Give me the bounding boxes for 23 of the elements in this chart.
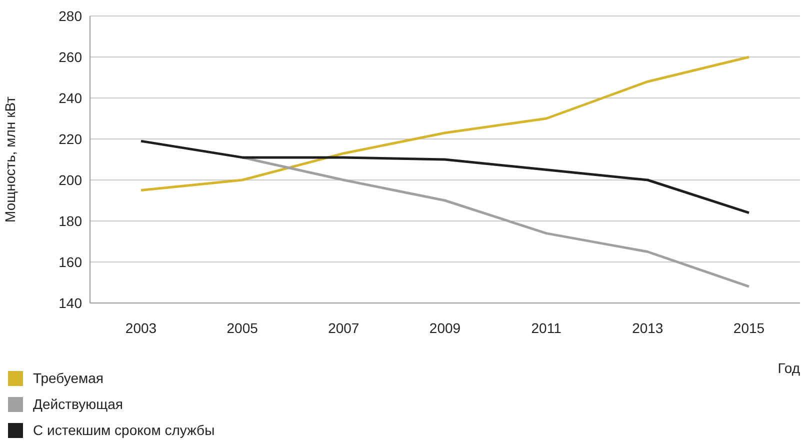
x-tick-label: 2003 xyxy=(125,320,157,336)
x-axis-title: Год xyxy=(778,360,800,376)
line-series xyxy=(241,156,750,288)
x-tick-label: 2005 xyxy=(226,320,258,336)
y-axis-title: Мощность, млн кВт xyxy=(2,96,18,222)
y-tick-label: 200 xyxy=(58,172,82,188)
x-tick-label: 2009 xyxy=(429,320,461,336)
y-tick-label: 140 xyxy=(58,294,82,311)
legend-label: С истекшим сроком службы xyxy=(33,422,215,438)
legend-label: Действующая xyxy=(33,396,124,412)
y-tick-label: 220 xyxy=(58,130,82,147)
y-tick-label: 260 xyxy=(58,48,82,65)
y-tick-label: 240 xyxy=(58,90,82,106)
y-tick-label: 160 xyxy=(58,254,82,270)
line-series xyxy=(140,56,750,192)
x-tick-label: 2007 xyxy=(328,320,360,336)
x-tick-label: 2011 xyxy=(531,320,562,336)
legend-label: Требуемая xyxy=(33,370,104,386)
x-tick-label: 2015 xyxy=(733,320,765,336)
line-series xyxy=(140,140,750,214)
y-tick-label: 180 xyxy=(58,212,82,229)
x-tick-label: 2013 xyxy=(632,320,664,336)
y-tick-label: 280 xyxy=(58,8,82,24)
